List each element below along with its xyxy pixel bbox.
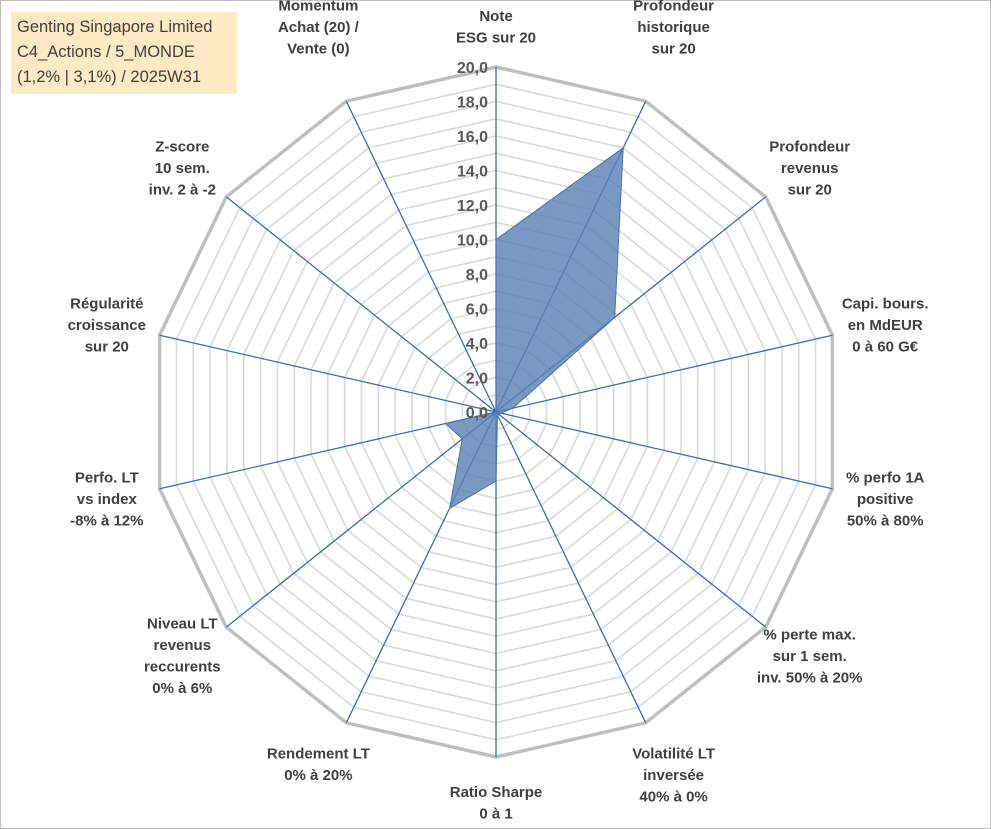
axis-label-line: Niveau LT <box>147 616 218 633</box>
axis-spoke <box>495 334 833 413</box>
axis-label: Régularité croissance sur 20 <box>68 296 146 356</box>
axis-label-line: 0 à 1 <box>479 806 512 823</box>
axis-spoke <box>345 100 497 413</box>
axis-label-line: Momentum <box>278 0 358 15</box>
axis-label-line: sur 20 <box>651 41 695 58</box>
axis-label-line: positive <box>857 491 914 508</box>
axis-label-line: inv. 2 à -2 <box>149 182 216 199</box>
axis-label-line: -8% à 12% <box>70 513 143 530</box>
axis-label-line: sur 20 <box>788 182 832 199</box>
axis-label-line: Volatilité LT <box>632 745 715 762</box>
axis-label-line: Rendement LT <box>267 745 370 762</box>
axis-label-line: sur 1 sem. <box>773 648 847 665</box>
axis-label-line: inv. 50% à 20% <box>757 669 863 686</box>
axis-label: % perte max. sur 1 sem. inv. 50% à 20% <box>757 626 863 686</box>
tick-label: 18,0 <box>457 95 488 112</box>
axis-label: Note ESG sur 20 <box>456 8 536 47</box>
axis-label-line: sur 20 <box>85 339 129 356</box>
tick-label: 2,0 <box>466 371 488 388</box>
axis-label-line: 0% à 20% <box>284 767 352 784</box>
axis-label-line: reccurents <box>144 659 221 676</box>
axis-label-line: vs index <box>77 491 138 508</box>
axis-label: Profondeur historique sur 20 <box>633 0 714 58</box>
axis-label-line: revenus <box>781 160 839 177</box>
data-layer <box>444 146 624 510</box>
tick-label: 0,0 <box>466 405 488 422</box>
axis-label-line: 40% à 0% <box>639 788 707 805</box>
axis-label: Capi. bours. en MdEUR 0 à 60 G€ <box>842 296 929 356</box>
axis-spoke <box>225 196 497 413</box>
axis-label-line: 50% à 80% <box>847 513 924 530</box>
axis-label-line: % perte max. <box>763 626 856 643</box>
tick-label: 6,0 <box>466 302 488 319</box>
axis-label-line: Vente (0) <box>287 41 350 58</box>
chart-title-line-3: (1,2% | 3,1%) / 2025W31 <box>17 68 202 86</box>
axis-spoke <box>495 411 833 490</box>
axis-label: Profondeur revenus sur 20 <box>769 139 850 199</box>
axis-label-line: Achat (20) / <box>278 19 360 36</box>
axis-label-line: 10 sem. <box>155 160 210 177</box>
tick-label: 8,0 <box>466 267 488 284</box>
chart-title-line-2: C4_Actions / 5_MONDE <box>17 43 195 61</box>
axis-label-line: historique <box>637 19 710 36</box>
axis-label-line: Perfo. LT <box>75 470 139 487</box>
tick-label: 10,0 <box>457 233 488 250</box>
axis-spoke <box>225 411 497 628</box>
axis-label-line: 0% à 6% <box>152 680 212 697</box>
axis-label-line: Z-score <box>155 139 209 156</box>
axis-label: Rendement LT 0% à 20% <box>267 745 370 784</box>
chart-title-line-1: Genting Singapore Limited <box>17 18 213 36</box>
axis-label-line: Note <box>479 8 512 25</box>
label-layer: Note ESG sur 20 Profondeur historique sur 20… <box>68 0 929 823</box>
tick-layer: 0,0 2,0 4,0 6,0 8,0 10,0 12,0 14,0 16,0 18,0 20,0 <box>457 60 488 422</box>
tick-label: 4,0 <box>466 336 488 353</box>
axis-label: Z-score 10 sem. inv. 2 à -2 <box>149 139 216 199</box>
axis-label-line: ESG sur 20 <box>456 30 536 47</box>
axis-label: Perfo. LT vs index -8% à 12% <box>70 470 143 530</box>
axis-label-line: 0 à 60 G€ <box>852 339 919 356</box>
tick-label: 20,0 <box>457 60 488 77</box>
axis-spoke <box>159 334 497 413</box>
axis-label: Niveau LT revenus reccurents 0% à 6% <box>144 616 221 698</box>
axis-spoke <box>495 411 767 628</box>
axis-label: Momentum Achat (20) / Vente (0) <box>278 0 360 58</box>
axis-label: Ratio Sharpe 0 à 1 <box>450 784 543 823</box>
chart-title-box: Genting Singapore Limited C4_Actions / 5… <box>11 12 237 94</box>
tick-label: 14,0 <box>457 164 488 181</box>
axis-label-line: en MdEUR <box>848 317 923 334</box>
axis-label-line: inversée <box>643 767 704 784</box>
axis-label-line: Profondeur <box>633 0 714 15</box>
axis-spoke <box>495 411 647 724</box>
axis-label: % perfo 1A positive 50% à 80% <box>846 470 925 530</box>
axis-label-line: Capi. bours. <box>842 296 929 313</box>
axis-label-line: croissance <box>68 317 146 334</box>
axis-label-line: Ratio Sharpe <box>450 784 543 801</box>
axis-label-line: revenus <box>154 637 212 654</box>
axis-label: Volatilité LT inversée 40% à 0% <box>632 745 715 805</box>
axis-label-line: Profondeur <box>769 139 850 156</box>
axis-spoke <box>159 411 497 490</box>
tick-label: 16,0 <box>457 129 488 146</box>
tick-label: 12,0 <box>457 198 488 215</box>
axis-label-line: % perfo 1A <box>846 470 925 487</box>
axis-label-line: Régularité <box>70 296 143 313</box>
